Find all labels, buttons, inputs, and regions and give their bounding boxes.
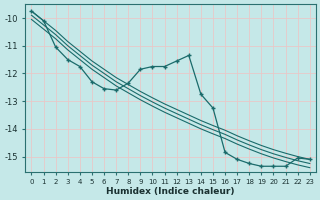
X-axis label: Humidex (Indice chaleur): Humidex (Indice chaleur) bbox=[106, 187, 235, 196]
